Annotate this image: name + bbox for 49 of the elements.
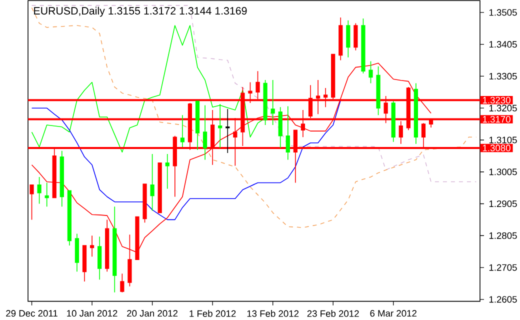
candlestick: [142, 184, 147, 223]
candlestick: [60, 150, 64, 208]
x-tick-label: 23 Feb 2012: [307, 310, 359, 317]
candlestick: [414, 82, 418, 144]
y-tick-label: 1.2605: [489, 296, 517, 303]
ref-line-label: 1.3080: [482, 144, 510, 152]
y-tick-label: 1.3005: [489, 168, 517, 176]
candlestick: [338, 17, 343, 61]
y-tick-label: 1.2905: [489, 200, 517, 208]
x-tick-label: 6 Mar 2012: [370, 310, 416, 317]
candlestick: [30, 184, 34, 220]
candlestick: [74, 233, 80, 272]
candlestick: [202, 104, 208, 160]
text: EURUSD,Daily 1.3155 1.3172 1.3144 1.3169: [34, 6, 247, 17]
candlestick: [368, 60, 373, 84]
candlestick: [112, 206, 117, 293]
x-tick-label: 1 Feb 2012: [190, 310, 236, 317]
candlestick: [165, 154, 170, 190]
candlestick: [278, 106, 282, 148]
y-tick-label: 1.3305: [489, 72, 517, 80]
candlestick: [195, 100, 200, 150]
y-tick-label: 1.3105: [489, 136, 517, 144]
candlestick: [346, 20, 350, 58]
candlestick: [158, 162, 162, 214]
candlestick: [361, 18, 366, 74]
candlestick: [226, 108, 230, 154]
candlestick: [120, 273, 124, 293]
candlestick: [218, 104, 222, 148]
candlestick: [98, 236, 102, 280]
candlestick: [67, 190, 72, 246]
ref-line-label: 1.3230: [482, 96, 510, 104]
y-tick-label: 1.2805: [489, 232, 517, 239]
candlestick: [180, 114, 184, 148]
y-tick-label: 1.3205: [489, 104, 517, 112]
y-tick-label: 1.3405: [489, 41, 517, 48]
x-tick-label: 20 Jan 2012: [127, 310, 178, 317]
y-tick-label: 1.3505: [489, 9, 517, 16]
candlestick: [82, 245, 87, 282]
candlestick: [90, 235, 94, 258]
candlestick: [391, 100, 396, 142]
candlestick: [376, 66, 380, 116]
x-tick-label: 10 Jan 2012: [67, 310, 118, 317]
ref-line-label: 1.3170: [482, 116, 510, 123]
x-tick-label: 13 Feb 2012: [247, 310, 299, 317]
candlestick: [263, 80, 268, 126]
candlestick: [354, 22, 358, 51]
x-tick-label: 29 Dec 2011: [6, 310, 58, 317]
y-tick-label: 1.2705: [489, 264, 517, 271]
candlestick: [286, 106, 290, 160]
